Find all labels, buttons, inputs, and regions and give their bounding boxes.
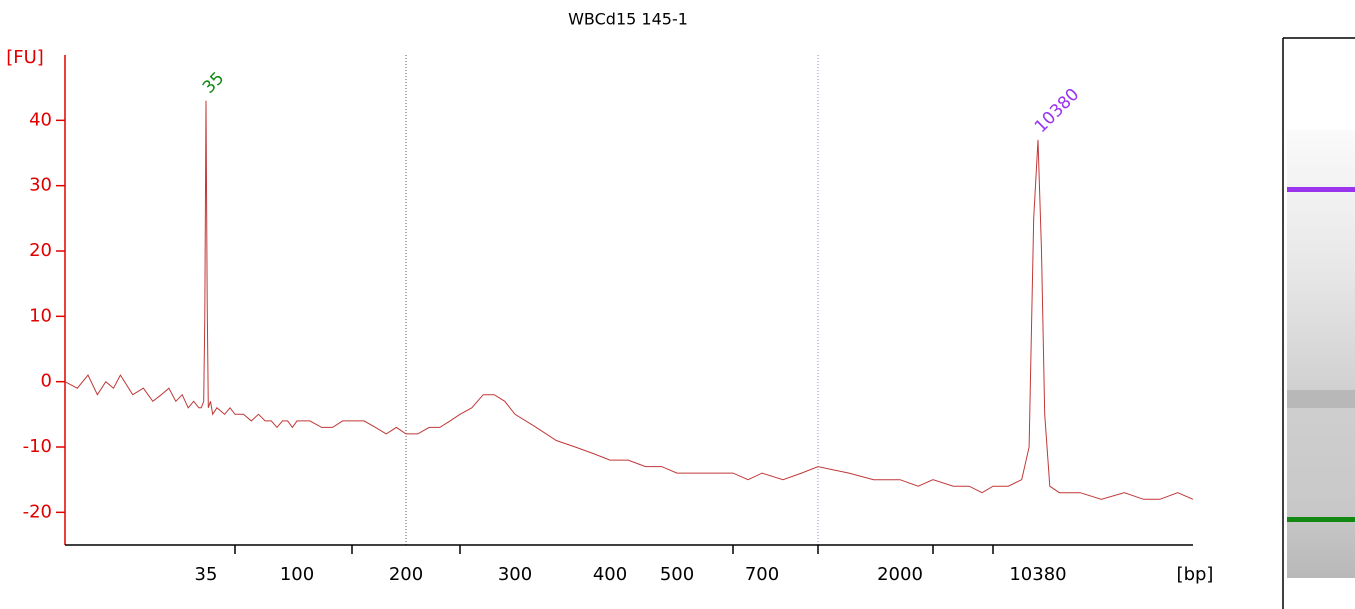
trace <box>64 100 1194 500</box>
x-tick-label: 200 <box>389 564 423 585</box>
x-tick-label: 700 <box>745 564 779 585</box>
x-axis-label: [bp] <box>1177 564 1214 585</box>
gel-lane <box>1282 37 1355 609</box>
y-tick-label: -20 <box>23 501 52 522</box>
y-tick-label: -10 <box>23 436 52 457</box>
x-tick-label: 500 <box>660 564 694 585</box>
y-axis-label: [FU] <box>6 47 44 68</box>
x-tick-label: 35 <box>195 564 218 585</box>
x-tick-label: 10380 <box>1009 564 1066 585</box>
x-tick-label: 300 <box>498 564 532 585</box>
x-tick-label: 100 <box>280 564 314 585</box>
y-tick-label: 20 <box>29 240 52 261</box>
y-tick-label: 10 <box>29 305 52 326</box>
y-tick-label: 30 <box>29 175 52 196</box>
peak-label: 10380 <box>1031 85 1083 137</box>
peak-label: 35 <box>199 68 228 97</box>
chart-title: WBCd15 145-1 <box>568 10 688 29</box>
x-tick-label: 400 <box>593 564 627 585</box>
x-tick-label: 2000 <box>877 564 923 585</box>
y-tick-label: 40 <box>29 109 52 130</box>
y-tick-label: 0 <box>41 371 52 392</box>
